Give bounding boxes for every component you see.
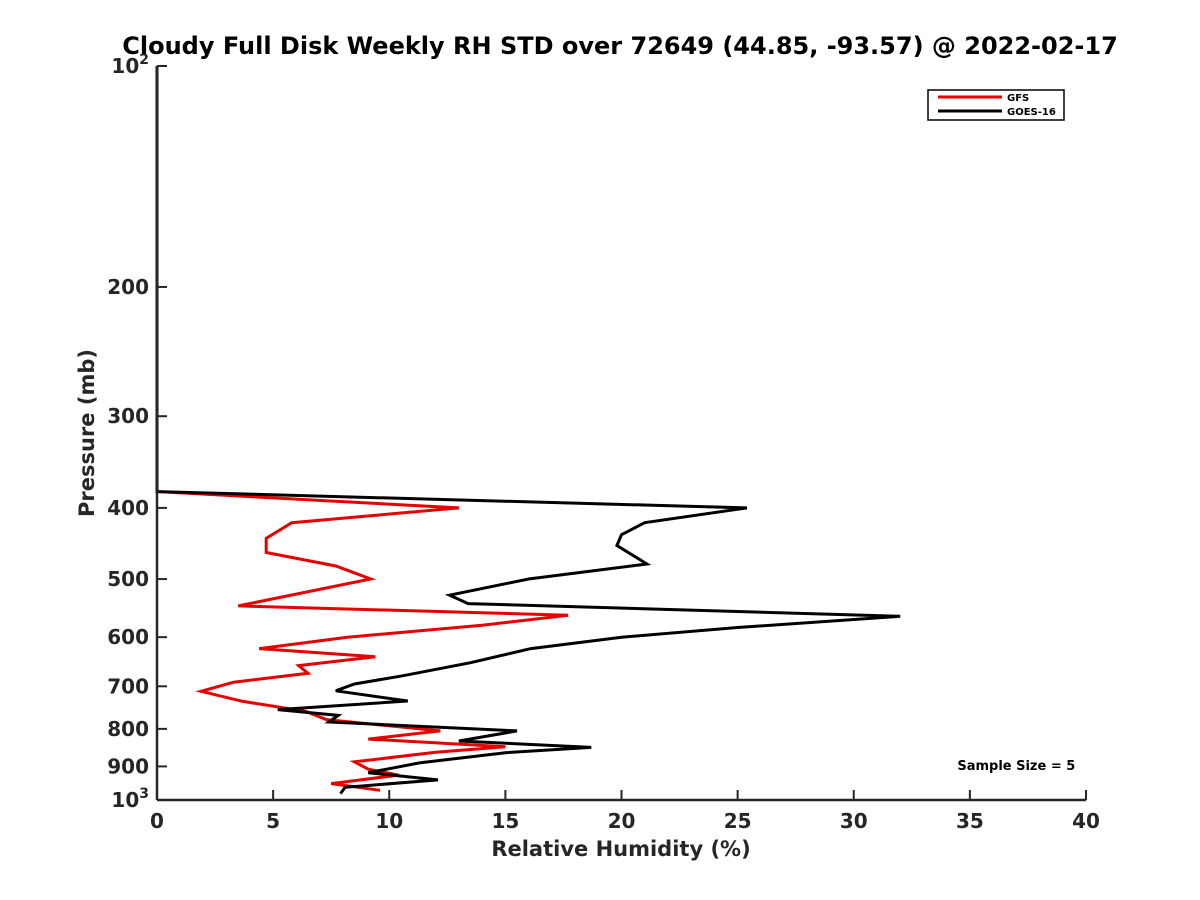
legend-label-gfs: GFS xyxy=(1007,93,1029,104)
chart-title: Cloudy Full Disk Weekly RH STD over 7264… xyxy=(122,32,1118,60)
x-tick-label: 40 xyxy=(1072,809,1100,833)
legend-box xyxy=(927,89,1065,121)
y-tick-label: 102 xyxy=(111,52,149,78)
y-tick-label: 500 xyxy=(107,567,149,591)
y-tick-label: 800 xyxy=(107,717,149,741)
x-tick-label: 35 xyxy=(956,809,984,833)
x-tick-label: 15 xyxy=(491,809,519,833)
y-tick-label: 700 xyxy=(107,674,149,698)
y-tick-label: 600 xyxy=(107,625,149,649)
plot-area: 0 5 10 15 20 25 30 35 40 102 200 300 400 500 600 700 80… xyxy=(107,52,1100,833)
y-tick-label: 200 xyxy=(107,275,149,299)
x-tick-label: 10 xyxy=(375,809,403,833)
y-tick-label: 300 xyxy=(107,404,149,428)
x-axis-title: Relative Humidity (%) xyxy=(491,837,750,861)
x-tick-layer: 0 5 10 15 20 25 30 35 40 xyxy=(150,790,1100,833)
axes-layer xyxy=(155,66,1086,802)
y-tick-layer: 102 200 300 400 500 600 700 800 900 103 xyxy=(107,52,167,812)
x-tick-label: 0 xyxy=(150,809,164,833)
y-tick-label: 900 xyxy=(107,754,149,778)
y-tick-label: 103 xyxy=(111,786,149,812)
sample-size-annotation: Sample Size = 5 xyxy=(957,759,1075,774)
x-tick-label: 5 xyxy=(266,809,280,833)
x-tick-label: 25 xyxy=(724,809,752,833)
series-layer xyxy=(155,66,901,795)
legend: GFS GOES-16 xyxy=(927,89,1065,121)
x-tick-label: 30 xyxy=(840,809,868,833)
series-line-goes16 xyxy=(155,66,901,795)
y-axis-title: Pressure (mb) xyxy=(75,349,99,517)
y-tick-label: 400 xyxy=(107,496,149,520)
legend-label-goes16: GOES-16 xyxy=(1007,107,1056,118)
series-line-gfs xyxy=(155,66,569,792)
x-tick-label: 20 xyxy=(608,809,636,833)
